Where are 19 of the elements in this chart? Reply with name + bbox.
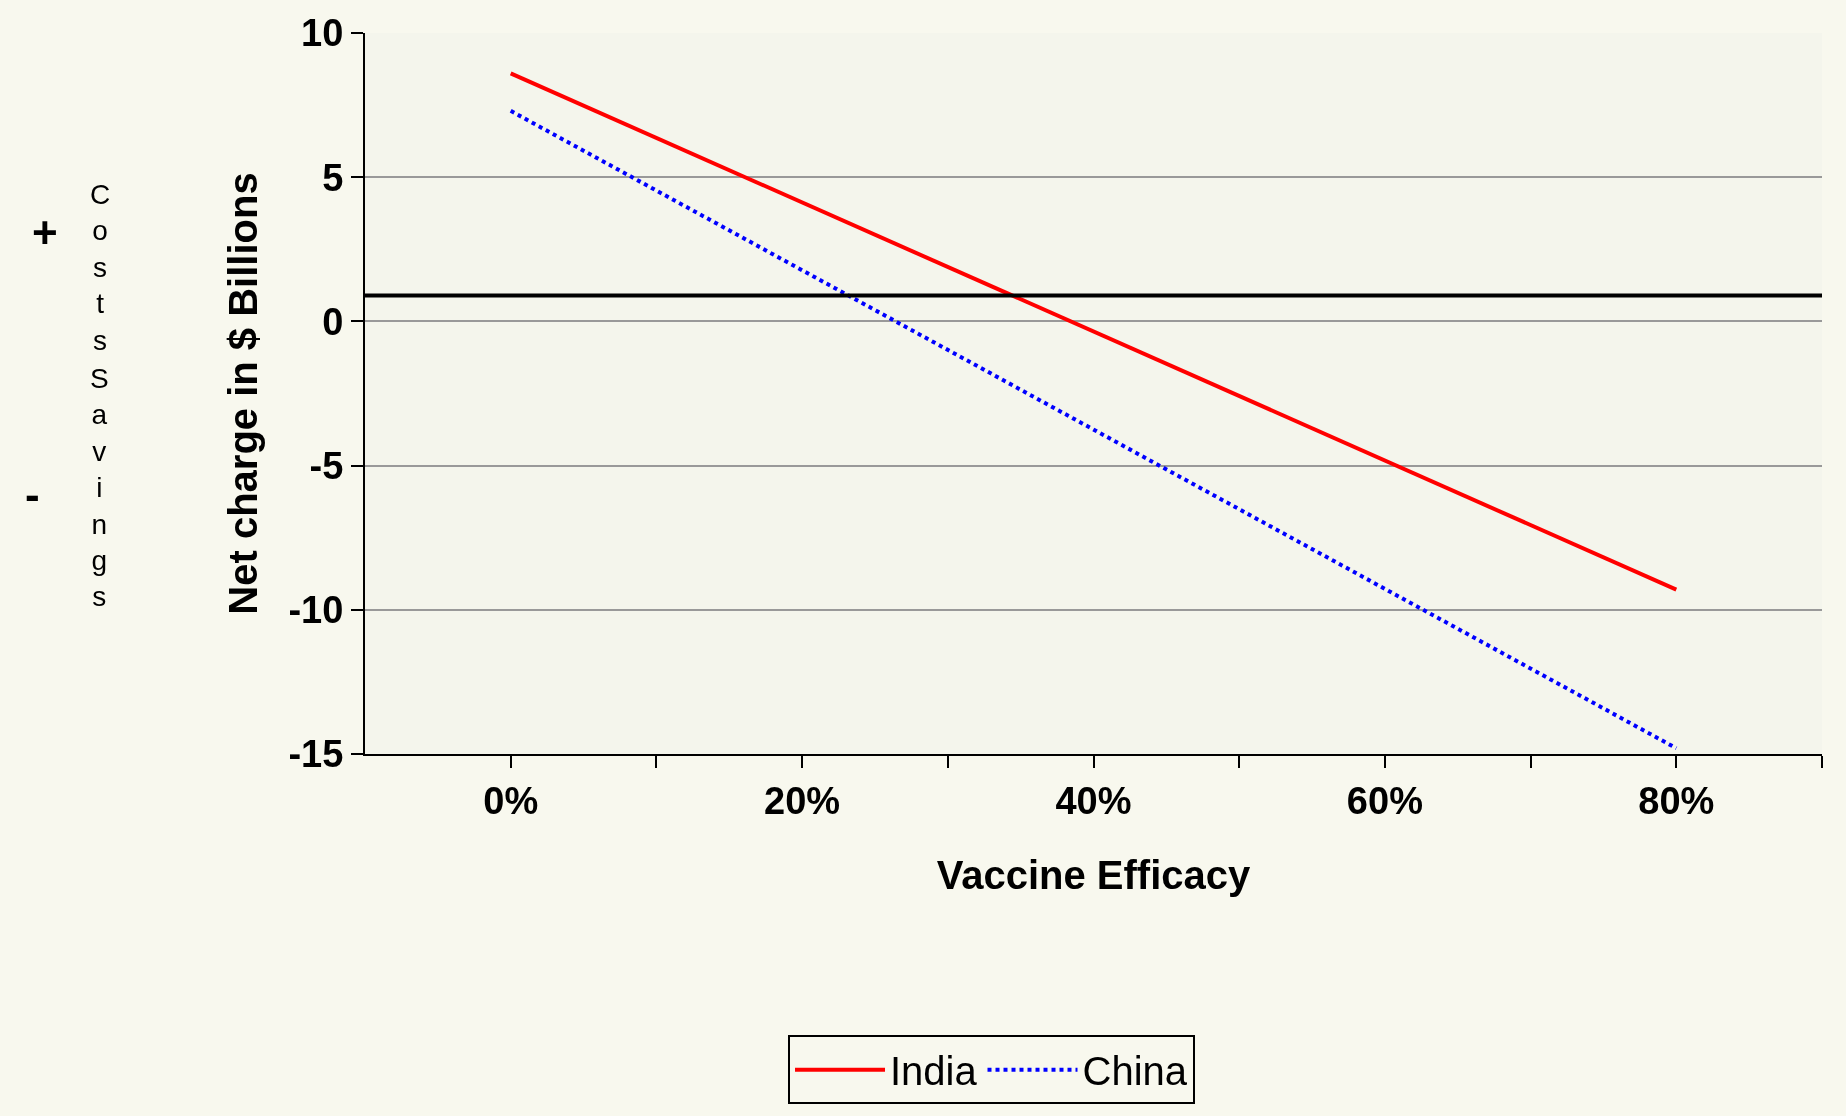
y-tick-label: -10 — [288, 589, 344, 632]
text: - — [25, 470, 40, 519]
y-tick-label: -5 — [309, 444, 344, 487]
legend-label: China — [1082, 1049, 1188, 1094]
x-tick-label: 0% — [483, 779, 539, 822]
x-tick-label: 20% — [764, 779, 841, 822]
legend-label: India — [890, 1049, 978, 1094]
y-tick-label: 5 — [322, 156, 344, 199]
x-axis-title: Vaccine Efficacy — [936, 852, 1252, 897]
y-tick-label: -15 — [288, 733, 344, 776]
text: + — [32, 208, 58, 257]
x-tick-label: 40% — [1055, 779, 1132, 822]
x-tick-label: 80% — [1638, 779, 1715, 822]
text: Savings — [90, 363, 109, 613]
x-tick-label: 60% — [1346, 779, 1423, 822]
text: Costs — [90, 179, 111, 356]
y-tick-label: 10 — [301, 12, 344, 55]
y-axis-title: Net charge in $ Billions — [221, 172, 266, 615]
y-tick-label: 0 — [322, 300, 344, 343]
